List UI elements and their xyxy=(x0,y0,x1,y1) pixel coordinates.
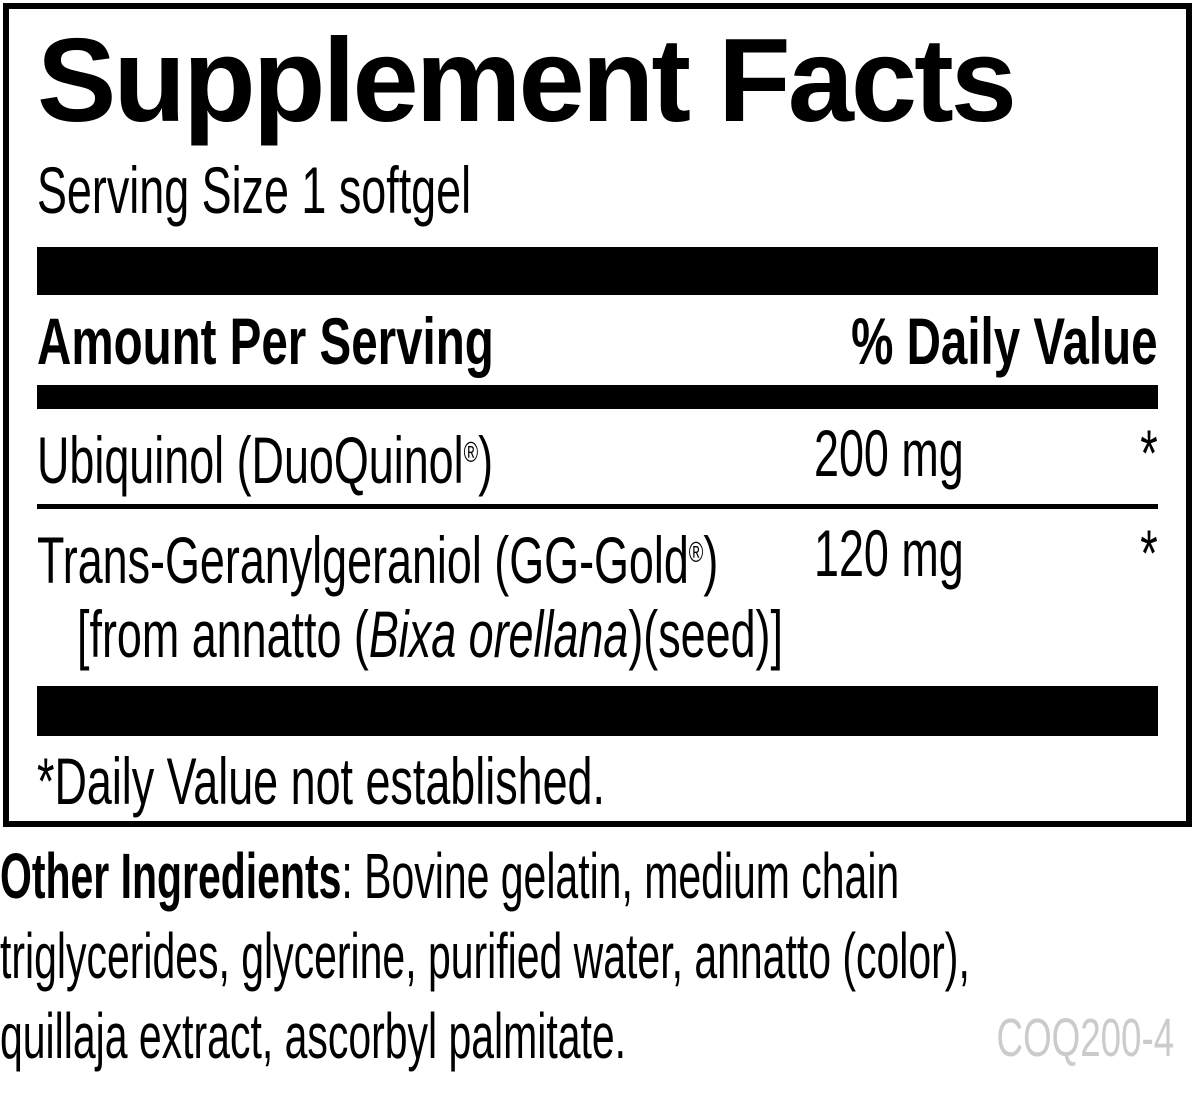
ingredient-name-cell: Trans-Geranylgeraniol (GG-Gold®) xyxy=(37,515,814,598)
row-divider xyxy=(37,503,1158,509)
ingredient-amount: 120 mg xyxy=(814,515,964,590)
section-bar-header-underline xyxy=(37,384,1158,409)
ingredient-row-ubiquinol: Ubiquinol (DuoQuinol®) 200 mg * xyxy=(37,415,1158,498)
other-ingredients-paragraph: Other Ingredients: Bovine gelatin, mediu… xyxy=(0,836,1200,1076)
supplement-facts-panel: Supplement Facts Serving Size 1 softgel … xyxy=(3,3,1192,827)
product-code: COQ200-4 xyxy=(913,1008,1174,1068)
ingredient-amount-cell: 200 mg xyxy=(814,415,1114,491)
ingredient-row-geranylgeraniol: Trans-Geranylgeraniol (GG-Gold®) 120 mg … xyxy=(37,515,1158,598)
daily-value-footnote: *Daily Value not established. xyxy=(37,746,1158,816)
other-ingredients-line-2: triglycerides, glycerine, purified water… xyxy=(0,916,1200,996)
serving-size-line: Serving Size 1 softgel xyxy=(37,157,1158,223)
registered-trademark-symbol: ® xyxy=(688,536,704,569)
daily-value-header: % Daily Value xyxy=(851,303,1158,378)
ingredient-amount: 200 mg xyxy=(814,415,964,490)
section-bar-bottom xyxy=(37,685,1158,736)
daily-value-asterisk: * xyxy=(1140,415,1158,490)
ingredient-source-note: [from annatto (Bixa orellana)(seed)] xyxy=(37,598,1158,670)
product-code-text: COQ200-4 xyxy=(996,1008,1174,1068)
ingredient-daily-value-cell: * xyxy=(1114,515,1158,591)
registered-trademark-symbol: ® xyxy=(463,436,479,469)
other-ingredients-line-1-text: Other Ingredients: Bovine gelatin, mediu… xyxy=(0,840,900,912)
column-header-row: Amount Per Serving % Daily Value xyxy=(37,305,1158,377)
other-ingredients-line-3: quillaja extract, ascorbyl palmitate. xyxy=(0,996,1200,1076)
footnote-text: *Daily Value not established. xyxy=(37,743,605,818)
botanical-name-italic: Bixa orellana xyxy=(368,596,629,671)
ingredient-name: Trans-Geranylgeraniol (GG-Gold®) xyxy=(37,522,719,597)
serving-size-text: Serving Size 1 softgel xyxy=(37,152,472,227)
daily-value-asterisk: * xyxy=(1140,515,1158,590)
section-bar-top xyxy=(37,246,1158,295)
daily-value-header-cell: % Daily Value xyxy=(732,305,1158,377)
panel-title: Supplement Facts xyxy=(37,14,1017,147)
ingredient-name: Ubiquinol (DuoQuinol®) xyxy=(37,422,494,497)
other-ingredients-line-2-text: triglycerides, glycerine, purified water… xyxy=(0,920,970,992)
other-ingredients-line-3-text: quillaja extract, ascorbyl palmitate. xyxy=(0,1000,627,1072)
source-note-text: [from annatto (Bixa orellana)(seed)] xyxy=(77,596,783,671)
ingredient-name-cell: Ubiquinol (DuoQuinol®) xyxy=(37,415,814,498)
amount-per-serving-header: Amount Per Serving xyxy=(37,303,494,378)
ingredient-daily-value-cell: * xyxy=(1114,415,1158,491)
other-ingredients-line-1: Other Ingredients: Bovine gelatin, mediu… xyxy=(0,836,1200,916)
other-ingredients-label: Other Ingredients xyxy=(0,840,342,912)
ingredient-amount-cell: 120 mg xyxy=(814,515,1114,591)
